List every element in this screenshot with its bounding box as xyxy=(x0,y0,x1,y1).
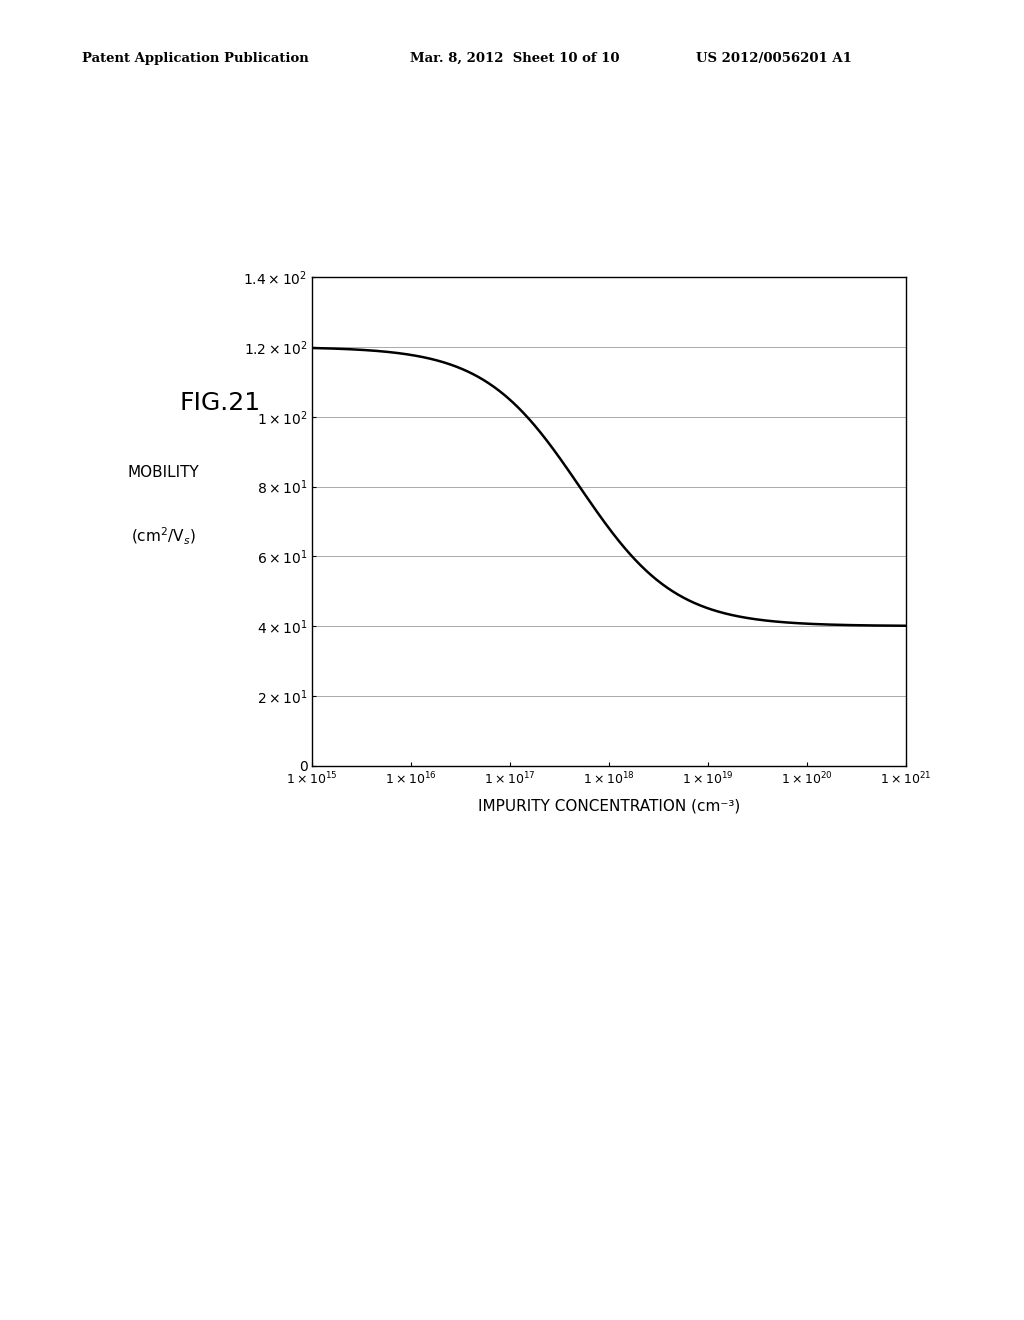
X-axis label: IMPURITY CONCENTRATION (cm⁻³): IMPURITY CONCENTRATION (cm⁻³) xyxy=(478,799,740,813)
Text: FIG.21: FIG.21 xyxy=(179,391,260,414)
Text: US 2012/0056201 A1: US 2012/0056201 A1 xyxy=(696,51,852,65)
Text: Patent Application Publication: Patent Application Publication xyxy=(82,51,308,65)
Text: MOBILITY: MOBILITY xyxy=(128,465,200,480)
Text: Mar. 8, 2012  Sheet 10 of 10: Mar. 8, 2012 Sheet 10 of 10 xyxy=(410,51,620,65)
Text: (cm$^2$/V$_s$): (cm$^2$/V$_s$) xyxy=(131,525,197,546)
